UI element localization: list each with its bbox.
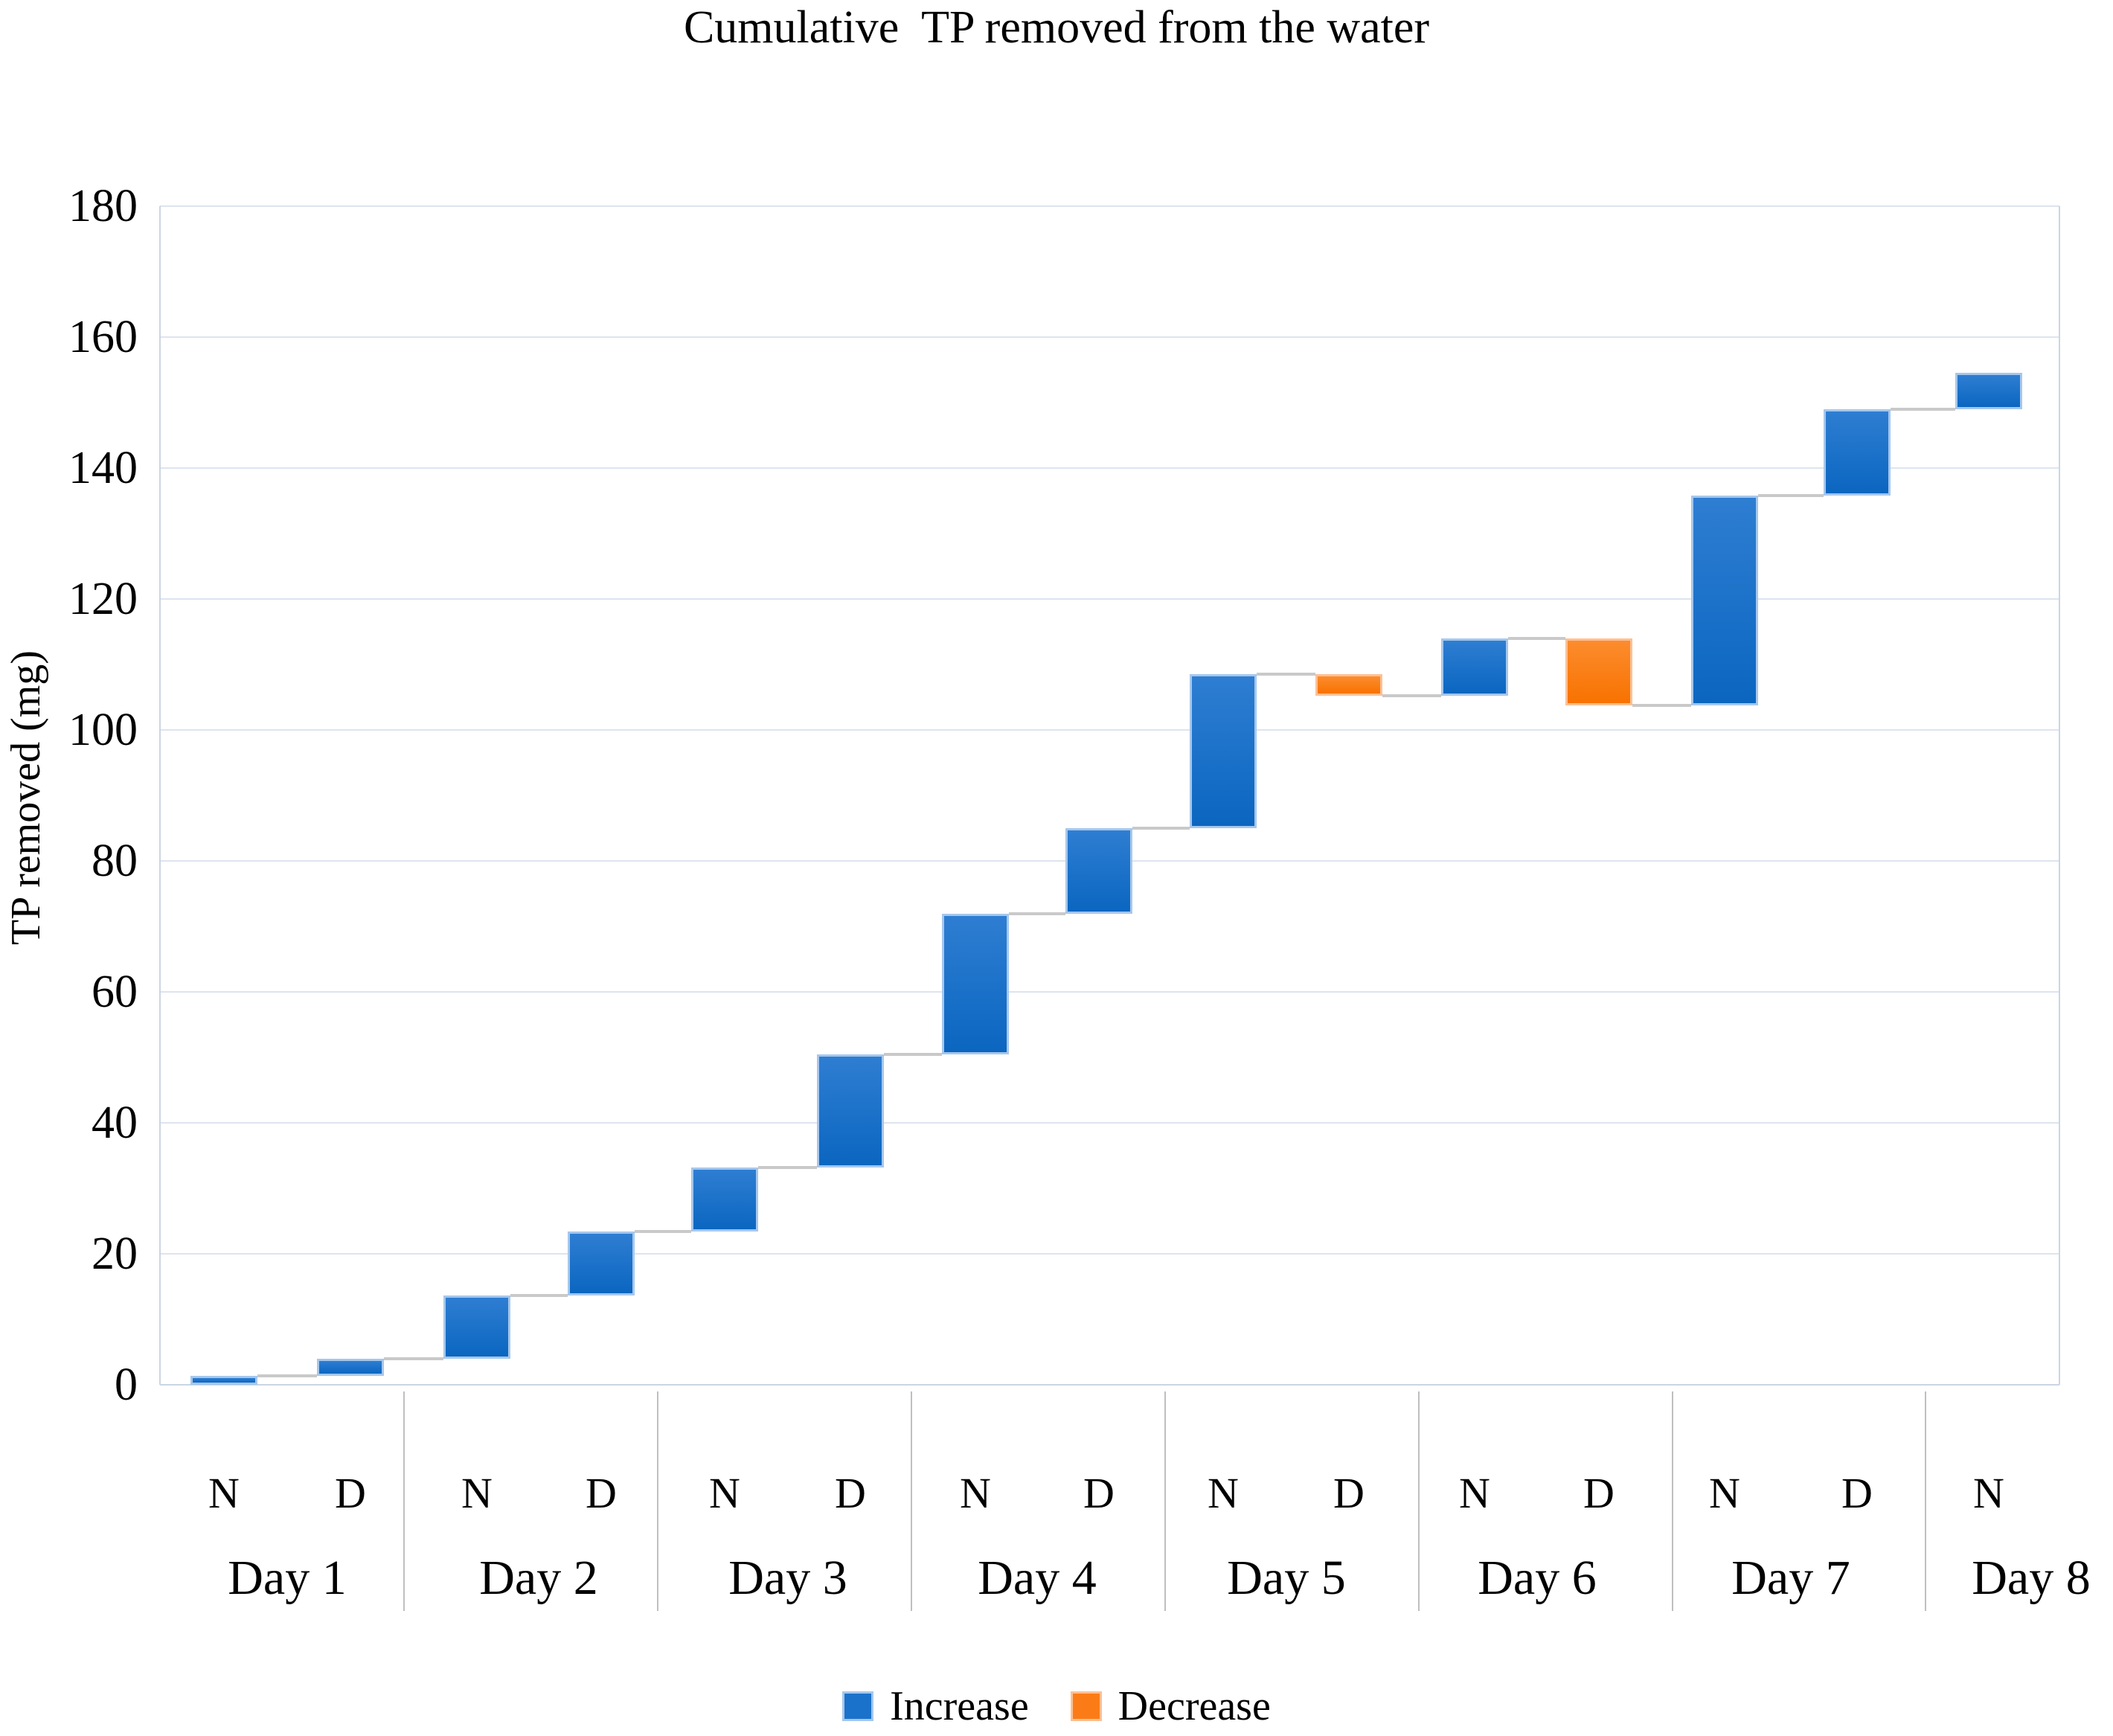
connector-3 [510,1294,568,1298]
x-group-label-day2: Day 2 [479,1551,598,1605]
bar-day5-d[interactable] [1315,674,1382,696]
x-group-label-day1: Day 1 [228,1551,347,1605]
x-label-day5-d: D [1333,1469,1365,1517]
y-tick-label-160: 160 [68,312,138,362]
x-label-day3-n: N [709,1469,740,1517]
gridline-180 [160,205,2059,207]
connector-14 [1891,407,1955,411]
bar-day5-n[interactable] [1190,674,1257,828]
y-tick-label-100: 100 [68,705,138,755]
connector-6 [884,1052,942,1056]
y-tick-label-180: 180 [68,181,138,231]
plot-right-border [2059,206,2060,1385]
x-label-day4-n: N [960,1469,991,1517]
bar-day1-n[interactable] [190,1375,257,1385]
x-label-day3-d: D [835,1469,866,1517]
x-label-day2-d: D [586,1469,617,1517]
connector-5 [758,1165,817,1169]
x-axis-baseline [160,1384,2059,1386]
x-group-label-day3: Day 3 [728,1551,847,1605]
legend-label-decrease: Decrease [1118,1683,1271,1729]
connector-10 [1382,694,1441,698]
bar-day3-n[interactable] [691,1167,758,1232]
x-label-day8-n: N [1973,1469,2004,1517]
x-label-day7-n: N [1709,1469,1740,1517]
y-tick-label-0: 0 [115,1359,138,1410]
x-label-day1-d: D [335,1469,366,1517]
legend-label-increase: Increase [890,1683,1029,1729]
y-tick-label-20: 20 [92,1229,138,1279]
gridline-40 [160,1122,2059,1124]
legend-item-decrease[interactable]: Decrease [1070,1683,1271,1729]
x-label-day4-d: D [1083,1469,1115,1517]
bar-day3-d[interactable] [817,1054,884,1168]
connector-9 [1257,673,1315,676]
bar-day7-n[interactable] [1691,495,1758,705]
connector-11 [1508,636,1565,640]
chart-title: Cumulative TP removed from the water [683,2,1430,53]
day-separator-3 [911,1391,912,1611]
connector-4 [635,1230,691,1234]
bar-day4-d[interactable] [1065,828,1132,915]
y-tick-label-80: 80 [92,836,138,886]
x-group-label-day4: Day 4 [978,1551,1097,1605]
bar-day7-d[interactable] [1824,409,1891,496]
bar-day2-d[interactable] [568,1231,635,1296]
legend-swatch-decrease-icon [1070,1691,1102,1721]
bar-day2-n[interactable] [443,1295,510,1359]
legend: Increase Decrease [0,1685,2113,1727]
y-axis-title: TP removed (mg) [3,650,49,946]
x-group-label-day5: Day 5 [1227,1551,1346,1605]
x-group-label-day6: Day 6 [1478,1551,1597,1605]
legend-item-increase[interactable]: Increase [842,1685,1029,1727]
gridline-100 [160,729,2059,731]
gridline-120 [160,598,2059,600]
gridline-60 [160,991,2059,993]
connector-7 [1009,912,1065,916]
gridline-20 [160,1253,2059,1255]
x-group-label-day7: Day 7 [1731,1551,1850,1605]
bar-day6-n[interactable] [1441,638,1508,696]
y-tick-label-120: 120 [68,574,138,624]
day-separator-1 [403,1391,405,1611]
gridline-160 [160,336,2059,338]
day-separator-4 [1164,1391,1166,1611]
bar-day4-n[interactable] [942,914,1009,1054]
x-label-day2-n: N [461,1469,493,1517]
bar-day8-n[interactable] [1955,373,2022,409]
connector-13 [1758,493,1824,497]
connector-12 [1632,703,1691,707]
x-label-day6-d: D [1583,1469,1615,1517]
connector-1 [257,1374,317,1377]
y-tick-label-140: 140 [68,443,138,493]
bar-day6-d[interactable] [1565,638,1632,705]
day-separator-6 [1672,1391,1673,1611]
bar-day1-d[interactable] [317,1358,384,1376]
x-group-label-day8: Day 8 [1972,1551,2091,1605]
connector-8 [1132,827,1190,830]
x-label-day6-n: N [1459,1469,1490,1517]
x-label-day7-d: D [1841,1469,1873,1517]
day-separator-2 [657,1391,658,1611]
plot-left-border [159,206,161,1385]
legend-swatch-increase-icon [842,1691,874,1721]
day-separator-7 [1925,1391,1926,1611]
x-label-day5-n: N [1208,1469,1239,1517]
x-label-day1-n: N [208,1469,240,1517]
day-separator-5 [1418,1391,1420,1611]
gridline-140 [160,467,2059,469]
y-tick-label-40: 40 [92,1098,138,1148]
connector-2 [384,1357,443,1360]
y-tick-label-60: 60 [92,967,138,1017]
